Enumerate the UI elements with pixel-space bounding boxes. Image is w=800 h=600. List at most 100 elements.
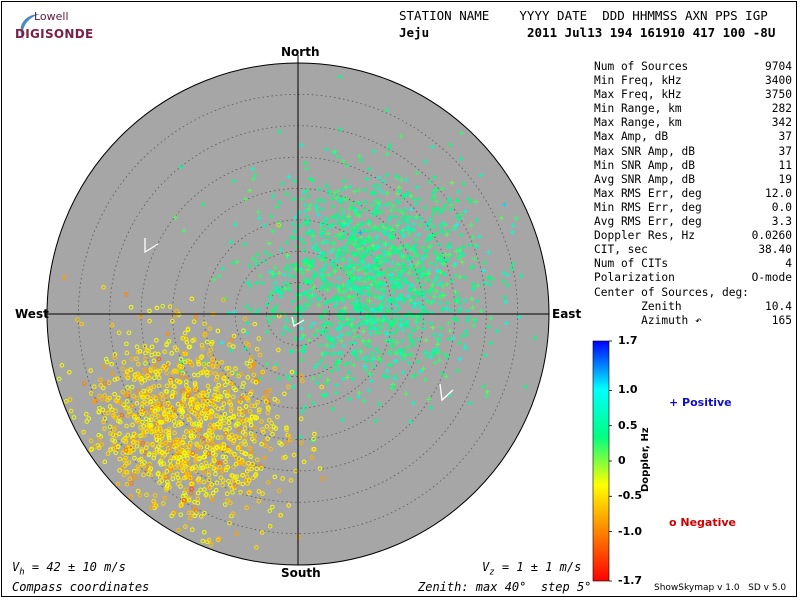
positive-source-mark: [370, 224, 376, 230]
positive-source-mark: [370, 242, 376, 248]
positive-source-mark: [305, 193, 311, 199]
compass-north-label: North: [281, 45, 320, 59]
positive-source-mark: [234, 259, 240, 265]
negative-source-mark: [190, 451, 196, 456]
stat-value: 12.0: [765, 186, 792, 200]
positive-source-mark: [434, 205, 440, 211]
positive-source-mark: [446, 336, 452, 342]
positive-source-mark: [384, 221, 390, 227]
negative-source-mark: [287, 437, 293, 443]
positive-source-mark: [413, 236, 419, 242]
positive-source-mark: [292, 228, 298, 234]
negative-source-mark: [196, 443, 202, 449]
negative-source-mark: [195, 372, 201, 378]
positive-source-mark: [366, 229, 372, 235]
negative-source-mark: [140, 419, 145, 425]
positive-source-mark: [456, 254, 462, 260]
negative-source-mark: [202, 367, 208, 372]
positive-source-mark: [241, 241, 247, 247]
positive-source-mark: [319, 284, 325, 290]
positive-source-mark: [304, 259, 310, 265]
negative-source-mark: [222, 502, 228, 507]
negative-source-mark: [112, 355, 118, 361]
negative-source-mark: [102, 381, 108, 386]
positive-source-mark: [401, 233, 407, 239]
positive-source-mark: [458, 250, 464, 256]
negative-source-mark: [141, 472, 146, 478]
negative-source-mark: [213, 471, 218, 477]
positive-source-mark: [284, 191, 290, 197]
positive-source-mark: [407, 419, 413, 425]
positive-source-mark: [421, 205, 427, 211]
negative-source-mark: [228, 408, 234, 414]
positive-source-mark: [332, 340, 338, 346]
negative-source-mark: [187, 361, 193, 366]
negative-source-mark: [128, 304, 134, 310]
positive-source-mark: [243, 303, 249, 309]
positive-source-mark: [263, 249, 269, 255]
positive-source-mark: [279, 181, 285, 187]
negative-source-mark: [254, 457, 260, 463]
positive-source-mark: [261, 223, 267, 229]
positive-source-mark: [400, 210, 406, 216]
positive-source-mark: [322, 350, 328, 356]
negative-source-mark: [312, 431, 317, 437]
negative-source-mark: [192, 499, 197, 505]
positive-source-mark: [468, 265, 474, 271]
positive-source-mark: [402, 296, 408, 302]
positive-source-mark: [491, 276, 497, 282]
negative-source-mark: [128, 494, 134, 499]
stat-value: O-mode: [751, 271, 792, 285]
negative-source-mark: [108, 431, 113, 436]
positive-source-mark: [417, 300, 423, 306]
positive-source-mark: [371, 212, 377, 218]
negative-source-mark: [162, 495, 168, 501]
positive-source-mark: [332, 268, 338, 274]
positive-source-mark: [284, 252, 290, 258]
positive-source-mark: [269, 213, 275, 219]
positive-source-mark: [382, 289, 388, 295]
positive-source-mark: [409, 282, 415, 288]
negative-source-mark: [107, 424, 113, 430]
negative-source-mark: [135, 371, 140, 376]
positive-source-mark: [404, 318, 410, 324]
positive-source-mark: [332, 148, 338, 154]
positive-source-mark: [348, 340, 354, 346]
negative-source-mark: [233, 423, 239, 428]
positive-source-mark: [340, 158, 346, 164]
positive-source-mark: [337, 74, 343, 80]
positive-source-mark: [400, 327, 406, 333]
negative-source-mark: [169, 394, 175, 400]
positive-source-mark: [378, 302, 384, 308]
positive-source-mark: [244, 320, 250, 326]
negative-source-mark: [172, 439, 178, 445]
positive-source-mark: [328, 281, 334, 287]
positive-source-mark: [351, 205, 357, 211]
positive-source-mark: [427, 179, 433, 185]
positive-source-mark: [438, 280, 444, 286]
negative-source-mark: [254, 346, 260, 352]
positive-source-mark: [385, 307, 391, 313]
negative-source-mark: [198, 487, 203, 493]
negative-source-mark: [193, 468, 199, 474]
negative-source-mark: [210, 450, 216, 456]
negative-source-mark: [135, 464, 141, 470]
positive-source-mark: [437, 223, 443, 229]
negative-source-mark: [204, 442, 210, 447]
negative-source-mark: [226, 420, 232, 426]
positive-source-mark: [398, 229, 404, 235]
positive-source-mark: [343, 196, 349, 202]
positive-source-mark: [371, 269, 377, 275]
negative-source-mark: [105, 397, 110, 403]
negative-source-mark: [137, 492, 143, 498]
positive-source-mark: [377, 238, 383, 244]
colorbar-label: Doppler, Hz: [640, 427, 651, 492]
negative-source-mark: [195, 496, 201, 502]
negative-source-mark: [105, 410, 111, 416]
positive-source-mark: [245, 279, 251, 285]
negative-source-mark: [175, 401, 181, 407]
negative-source-mark: [124, 481, 130, 487]
negative-source-mark: [150, 442, 156, 448]
positive-source-mark: [352, 305, 358, 311]
positive-source-mark: [375, 325, 381, 331]
